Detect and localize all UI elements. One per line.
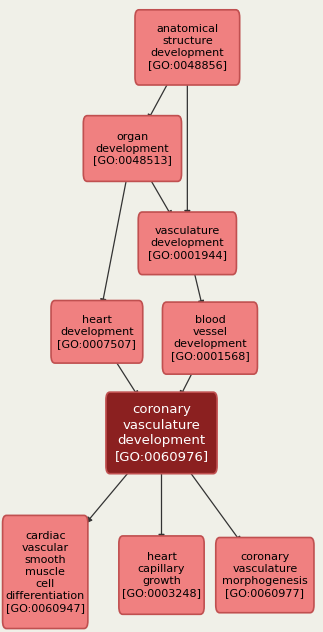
Text: organ
development
[GO:0048513]: organ development [GO:0048513] bbox=[93, 131, 172, 166]
Text: anatomical
structure
development
[GO:0048856]: anatomical structure development [GO:004… bbox=[148, 25, 227, 70]
FancyBboxPatch shape bbox=[138, 212, 236, 274]
Text: coronary
vasculature
development
[GO:0060976]: coronary vasculature development [GO:006… bbox=[114, 403, 209, 463]
Text: heart
capillary
growth
[GO:0003248]: heart capillary growth [GO:0003248] bbox=[122, 552, 201, 598]
Text: heart
development
[GO:0007507]: heart development [GO:0007507] bbox=[57, 315, 136, 349]
FancyBboxPatch shape bbox=[162, 302, 257, 374]
FancyBboxPatch shape bbox=[3, 516, 88, 628]
FancyBboxPatch shape bbox=[119, 536, 204, 614]
FancyBboxPatch shape bbox=[51, 301, 143, 363]
FancyBboxPatch shape bbox=[106, 392, 217, 474]
FancyBboxPatch shape bbox=[216, 537, 314, 613]
Text: cardiac
vascular
smooth
muscle
cell
differentiation
[GO:0060947]: cardiac vascular smooth muscle cell diff… bbox=[5, 531, 85, 613]
Text: coronary
vasculature
morphogenesis
[GO:0060977]: coronary vasculature morphogenesis [GO:0… bbox=[222, 552, 308, 598]
Text: vasculature
development
[GO:0001944]: vasculature development [GO:0001944] bbox=[148, 226, 227, 260]
Text: blood
vessel
development
[GO:0001568]: blood vessel development [GO:0001568] bbox=[171, 315, 249, 361]
FancyBboxPatch shape bbox=[83, 116, 182, 181]
FancyBboxPatch shape bbox=[135, 9, 240, 85]
